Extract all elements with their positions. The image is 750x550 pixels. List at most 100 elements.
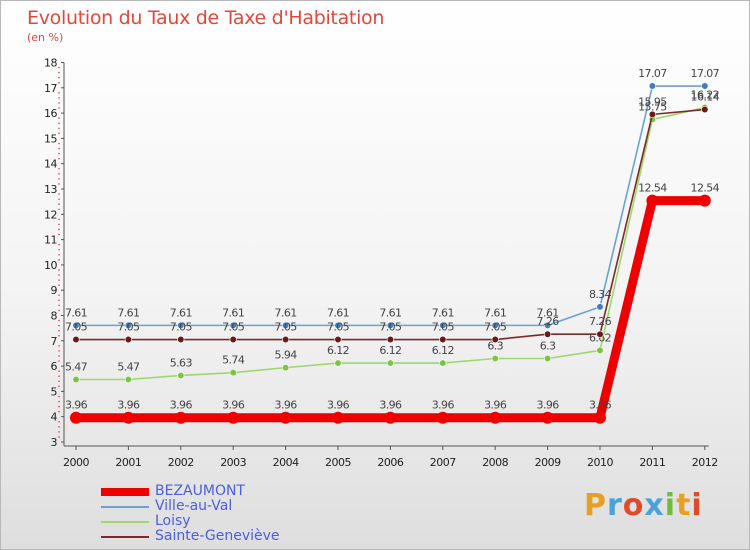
logo-letter: P	[584, 488, 607, 523]
proxiti-logo: Proxiti	[584, 488, 703, 523]
data-label-bezaumont: 3.96	[484, 399, 507, 412]
y-minor-tick	[58, 299, 60, 302]
data-point-sainte-genevi-ve	[439, 335, 447, 344]
data-point-sainte-genevi-ve	[177, 335, 185, 344]
data-label-ville-au-val: 17.07	[638, 67, 667, 80]
data-point-sainte-genevi-ve	[491, 335, 499, 344]
y-minor-tick	[58, 248, 60, 251]
y-minor-tick	[58, 71, 60, 74]
data-label-sainte-genevi-ve: 7.05	[65, 321, 88, 334]
data-point-ville-au-val	[282, 321, 290, 329]
data-label-ville-au-val: 7.61	[65, 306, 87, 319]
logo-letter: i	[664, 488, 677, 523]
data-label-ville-au-val: 7.61	[222, 306, 244, 319]
y-minor-tick	[58, 431, 60, 433]
data-label-bezaumont: 3.96	[117, 399, 140, 412]
data-label-sainte-genevi-ve: 7.05	[379, 321, 402, 334]
y-minor-tick	[58, 223, 60, 226]
data-point-loisy	[72, 375, 80, 384]
data-label-sainte-genevi-ve: 7.26	[589, 315, 612, 328]
data-point-bezaumont	[594, 411, 606, 424]
data-label-loisy: 6.3	[540, 340, 556, 353]
y-minor-tick	[58, 178, 60, 180]
y-minor-tick	[58, 294, 60, 297]
y-tick-label: 6	[51, 360, 58, 373]
y-tick-label: 18	[44, 57, 57, 70]
y-tick-label: 11	[44, 234, 57, 247]
y-minor-tick	[58, 157, 60, 160]
data-point-bezaumont	[174, 411, 187, 424]
data-point-loisy	[491, 354, 499, 363]
x-tick-label: 2004	[273, 456, 299, 469]
y-tick-label: 7	[51, 335, 58, 348]
data-label-sainte-genevi-ve: 7.05	[432, 321, 455, 334]
y-minor-tick	[58, 329, 60, 332]
y-minor-tick	[58, 198, 60, 200]
data-point-sainte-genevi-ve	[648, 110, 657, 118]
y-minor-tick	[58, 370, 60, 372]
y-minor-tick	[58, 400, 60, 403]
y-tick-label: 10	[44, 259, 57, 272]
data-label-sainte-genevi-ve: 7.26	[537, 315, 560, 328]
data-point-ville-au-val	[386, 321, 395, 329]
legend-swatch	[101, 536, 149, 538]
data-label-sainte-genevi-ve: 16.14	[691, 91, 720, 104]
data-label-sainte-genevi-ve: 7.05	[117, 321, 140, 334]
y-minor-tick	[58, 274, 60, 276]
y-minor-tick	[58, 102, 60, 104]
y-minor-tick	[58, 345, 60, 347]
y-minor-tick	[58, 97, 60, 99]
data-point-sainte-genevi-ve	[543, 330, 552, 338]
y-minor-tick	[58, 284, 60, 286]
data-label-bezaumont: 3.96	[170, 399, 193, 412]
data-point-ville-au-val	[177, 321, 185, 329]
data-point-loisy	[596, 346, 604, 355]
data-label-ville-au-val: 8.34	[589, 288, 612, 301]
data-point-ville-au-val	[72, 321, 80, 329]
legend-label: Ville-au-Val	[155, 498, 233, 514]
x-tick-label: 2009	[535, 456, 561, 469]
legend-item: BEZAUMONT	[101, 483, 361, 500]
data-label-bezaumont: 3.96	[537, 399, 560, 412]
data-label-bezaumont: 3.96	[589, 399, 612, 412]
data-label-sainte-genevi-ve: 7.05	[275, 321, 298, 334]
y-minor-tick	[58, 203, 60, 205]
y-minor-tick	[58, 167, 60, 170]
y-minor-tick	[58, 334, 60, 337]
data-point-bezaumont	[384, 411, 397, 424]
y-minor-tick	[58, 319, 60, 322]
data-label-ville-au-val: 7.61	[275, 306, 297, 319]
data-point-bezaumont	[122, 411, 135, 424]
data-label-sainte-genevi-ve: 7.05	[327, 321, 350, 334]
data-label-ville-au-val: 7.61	[432, 306, 454, 319]
y-minor-tick	[58, 253, 60, 256]
data-point-bezaumont	[698, 194, 711, 207]
y-minor-tick	[58, 324, 60, 327]
chart-legend: BEZAUMONT Ville-au-Val Loisy Sainte-Geneviè…	[101, 483, 361, 545]
legend-swatch	[101, 521, 149, 523]
y-minor-tick	[58, 355, 60, 357]
y-minor-tick	[58, 233, 60, 236]
data-label-ville-au-val: 7.61	[327, 306, 349, 319]
y-minor-tick	[58, 66, 60, 69]
y-minor-tick	[58, 436, 60, 438]
data-point-loisy	[177, 371, 185, 380]
chart-unit-label: (en %)	[27, 31, 64, 44]
y-minor-tick	[58, 107, 60, 109]
data-label-sainte-genevi-ve: 7.05	[222, 321, 245, 334]
data-label-loisy: 5.63	[170, 356, 193, 369]
data-label-loisy: 5.94	[275, 349, 298, 362]
data-label-ville-au-val: 7.61	[537, 306, 559, 319]
data-label-sainte-genevi-ve: 7.05	[170, 321, 193, 334]
data-label-ville-au-val: 7.61	[379, 306, 401, 319]
y-minor-tick	[58, 117, 60, 119]
y-minor-tick	[58, 269, 60, 271]
data-point-sainte-genevi-ve	[386, 335, 395, 344]
data-label-bezaumont: 3.96	[222, 399, 245, 412]
legend-label: Loisy	[155, 513, 191, 529]
data-point-sainte-genevi-ve	[701, 105, 709, 114]
y-minor-tick	[58, 380, 60, 383]
data-point-ville-au-val	[124, 321, 132, 329]
